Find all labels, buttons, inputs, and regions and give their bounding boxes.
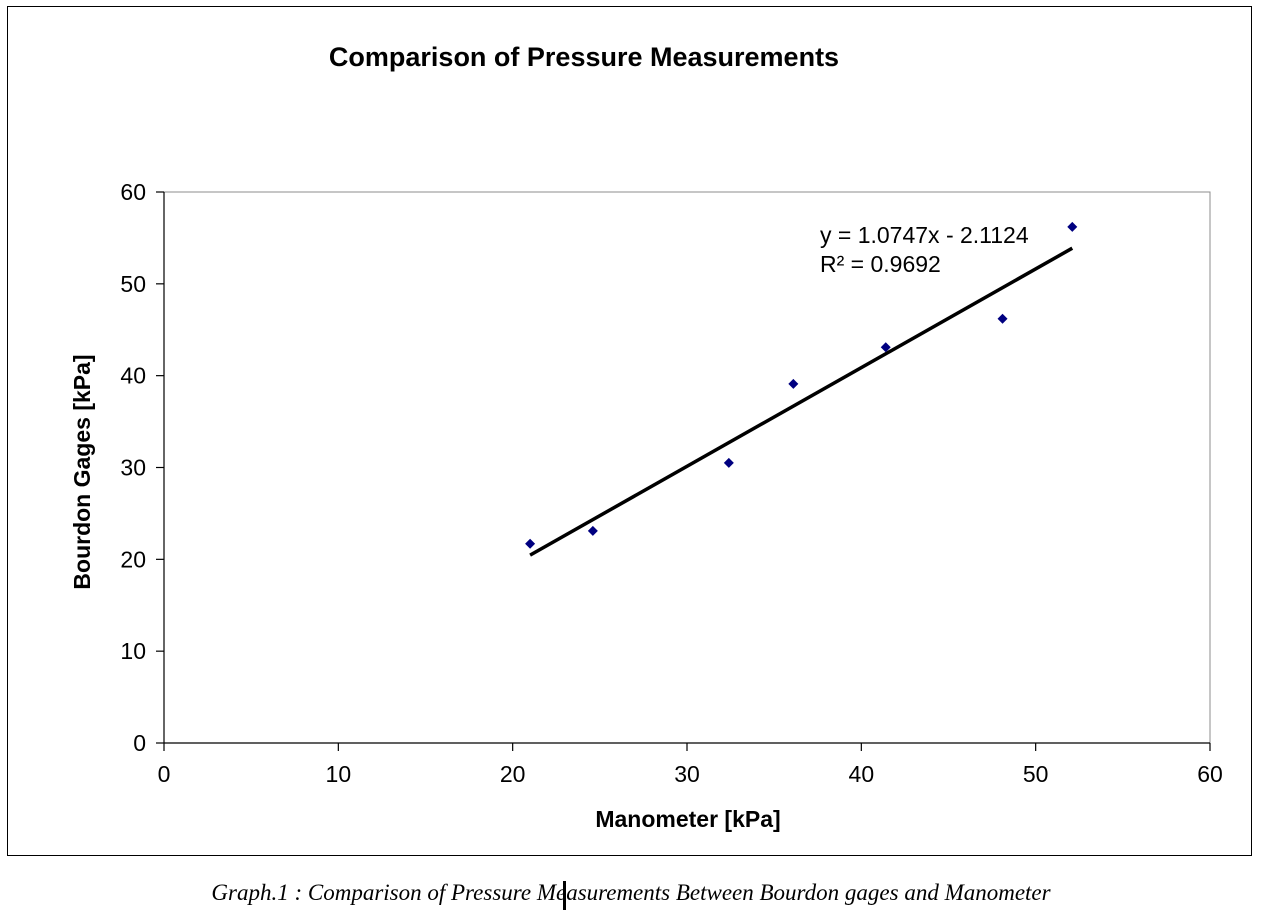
trendline <box>529 246 1074 557</box>
x-tick-label: 30 <box>674 761 700 787</box>
y-tick-label: 20 <box>120 546 146 572</box>
x-tick-label: 10 <box>326 761 352 787</box>
y-tick-label: 60 <box>120 179 146 205</box>
chart-frame <box>7 6 1252 856</box>
data-point-marker <box>788 378 799 389</box>
chart-canvas: Comparison of Pressure Measurements 0 10 2… <box>69 42 1223 832</box>
data-point-marker <box>587 525 598 536</box>
x-tick-label: 0 <box>158 761 171 787</box>
data-point-marker <box>723 457 734 468</box>
trendline-equation-label: y = 1.0747x - 2.1124 <box>820 222 1029 248</box>
plot-area <box>163 191 1211 744</box>
y-tick-label: 30 <box>120 455 146 481</box>
data-point-marker <box>525 538 536 549</box>
y-tick-label: 50 <box>120 271 146 297</box>
y-axis-title: Bourdon Gages [kPa] <box>69 354 95 589</box>
data-point-marker <box>1067 221 1078 232</box>
x-tick-label: 50 <box>1023 761 1049 787</box>
chart-title: Comparison of Pressure Measurements <box>329 42 839 72</box>
y-tick-label: 10 <box>120 638 146 664</box>
data-point-marker <box>997 313 1008 324</box>
figure-caption: Graph.1 : Comparison of Pressure Measure… <box>211 880 1051 905</box>
text-cursor <box>563 881 566 910</box>
x-axis-title: Manometer [kPa] <box>595 806 780 832</box>
data-point-marker <box>880 342 891 353</box>
y-tick-label: 0 <box>133 730 146 756</box>
x-tick-label: 40 <box>849 761 875 787</box>
x-tick-label: 20 <box>500 761 526 787</box>
x-tick-label: 60 <box>1197 761 1223 787</box>
trendline-r2-label: R² = 0.9692 <box>820 251 941 277</box>
y-tick-label: 40 <box>120 363 146 389</box>
